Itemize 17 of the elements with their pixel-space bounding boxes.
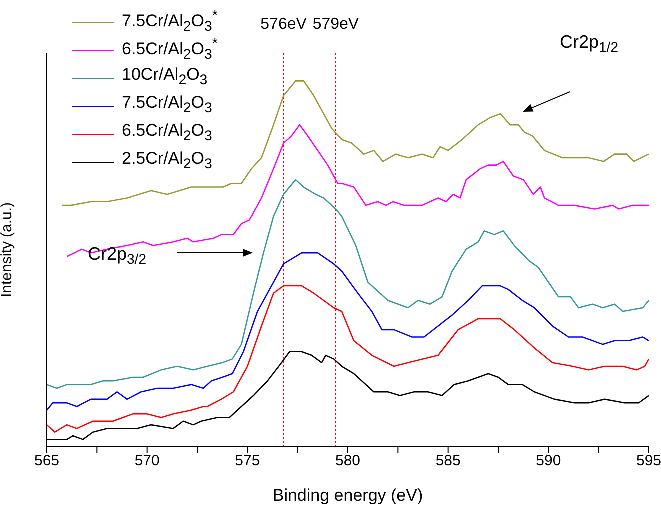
- x-tick-label: 580: [335, 452, 361, 470]
- x-axis-title: Binding energy (eV): [272, 486, 424, 505]
- legend-label: 2.5Cr/Al$_{2}$O$_{3}$: [122, 148, 212, 175]
- x-tick-label: 585: [436, 452, 461, 470]
- annotation: Cr2p$_{3/2}$: [88, 244, 147, 268]
- legend-label: 7.5Cr/Al$_{2}$O$_{3}$: [122, 92, 212, 119]
- legend-label: 10Cr/Al$_{2}$O$_{3}$: [122, 65, 208, 89]
- x-tick-label: 590: [536, 452, 562, 470]
- ref-line-label: 579eV: [312, 16, 360, 33]
- ref-line-label: 576eV: [260, 16, 308, 33]
- x-tick-label: 575: [235, 452, 260, 470]
- legend-label: 6.5Cr/Al$_{2}$O$_{3}$: [122, 120, 212, 147]
- text: Cr2p$_{1/2}$: [560, 32, 619, 56]
- y-axis-title: Intensity (a.u.): [0, 202, 16, 298]
- x-tick-label: 570: [134, 452, 160, 470]
- x-tick-label: 595: [636, 452, 661, 470]
- x-tick-label: 565: [34, 452, 60, 470]
